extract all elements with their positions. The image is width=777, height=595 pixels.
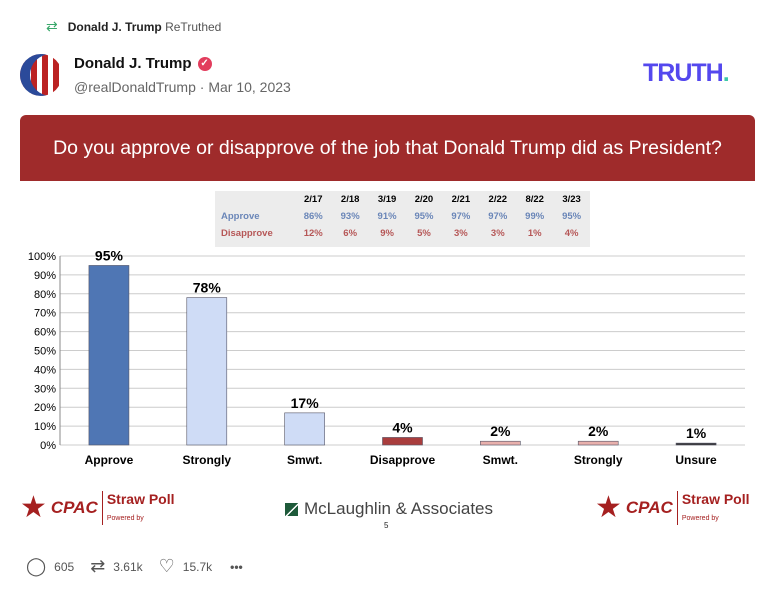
table-header: 2/20	[414, 194, 434, 205]
x-tick-label: Disapprove	[370, 453, 436, 467]
table-cell: 95%	[414, 211, 434, 222]
table-row: Disapprove 12% 6% 9% 5% 3% 3% 1% 4%	[215, 225, 590, 242]
bar	[577, 440, 619, 446]
x-tick-label: Smwt.	[287, 453, 322, 467]
table-cell: 12%	[303, 228, 323, 239]
y-tick-label: 10%	[34, 421, 56, 433]
cpac-logo: ★ CPAC Straw Poll Powered by	[595, 491, 750, 525]
y-tick-label: 20%	[34, 402, 56, 414]
y-tick-label: 60%	[34, 327, 56, 339]
post-meta: @realDonaldTrump · Mar 10, 2023	[74, 79, 291, 95]
data-label: 17%	[291, 395, 320, 411]
table-cell: 86%	[303, 211, 323, 222]
table-cell: 97%	[451, 211, 471, 222]
data-label: 2%	[588, 423, 609, 439]
data-label: 2%	[490, 423, 511, 439]
y-tick-label: 90%	[34, 270, 56, 282]
table-header: 3/19	[377, 194, 397, 205]
row-label: Disapprove	[221, 228, 273, 239]
logo-text: TRUTH	[643, 59, 724, 87]
table-cell: 9%	[380, 228, 394, 239]
post-date[interactable]: Mar 10, 2023	[208, 79, 291, 95]
retruth-label: ReTruthed	[165, 19, 222, 34]
table-header: 2/21	[451, 194, 471, 205]
x-tick-label: Smwt.	[483, 453, 518, 467]
mclaughlin-logo: McLaughlin & Associates	[285, 499, 493, 519]
reply-count: 605	[54, 559, 75, 574]
bar	[284, 412, 325, 446]
table-header: 3/23	[562, 194, 581, 205]
like-icon[interactable]: ♡	[158, 556, 175, 576]
logo-dot: .	[722, 59, 730, 87]
cpac-logo: ★ CPAC Straw Poll Powered by	[20, 491, 175, 525]
like-count: 15.7k	[182, 559, 213, 574]
bar	[186, 297, 228, 446]
table-cell: 95%	[562, 211, 582, 222]
avatar[interactable]	[20, 54, 62, 96]
table-cell: 99%	[525, 211, 545, 222]
retruth-count: 3.61k	[113, 559, 143, 574]
table-cell: 3%	[454, 228, 468, 239]
y-tick-label: 30%	[34, 383, 56, 395]
y-tick-label: 80%	[34, 289, 56, 301]
more-options-button[interactable]: •••	[230, 559, 243, 574]
table-cell: 6%	[343, 228, 358, 239]
retruth-user[interactable]: Donald J. Trump	[67, 19, 162, 34]
table-row: Approve 86% 93% 91% 95% 97% 97% 99% 95%	[215, 208, 590, 225]
retruth-line: ⇄ Donald J. Trump ReTruthed	[46, 18, 221, 35]
mclaughlin-icon	[285, 502, 298, 516]
retruth-icon[interactable]: ⇄	[90, 556, 106, 576]
truth-logo[interactable]: TRUTH.	[643, 59, 730, 88]
table-header-row: 2/17 2/18 3/19 2/20 2/21 2/22 8/22 3/23	[215, 191, 590, 208]
y-tick-label: 50%	[34, 346, 56, 358]
bar	[480, 440, 521, 446]
poll-question: Do you approve or disapprove of the job …	[20, 115, 755, 181]
x-tick-label: Unsure	[675, 453, 717, 467]
x-tick-label: Approve	[85, 453, 134, 467]
repost-icon: ⇄	[46, 18, 58, 34]
author-name[interactable]: Donald J. Trump	[74, 55, 192, 72]
trend-table: 2/17 2/18 3/19 2/20 2/21 2/22 8/22 3/23 Approve…	[215, 191, 590, 247]
page-number: 5	[384, 521, 389, 530]
data-label: 4%	[392, 419, 413, 435]
table-cell: 97%	[488, 211, 508, 222]
table-header: 8/22	[525, 194, 544, 205]
table-cell: 4%	[564, 228, 579, 239]
author-name-row: Donald J. Trump ✓	[74, 55, 212, 72]
reply-icon[interactable]: ◯	[26, 556, 47, 576]
x-tick-label: Strongly	[182, 453, 231, 467]
separator: ·	[199, 79, 205, 95]
data-label: 1%	[686, 425, 707, 441]
post-image[interactable]: Do you approve or disapprove of the job …	[20, 115, 755, 530]
x-tick-label: Strongly	[574, 453, 623, 467]
image-footer: ★ CPAC Straw Poll Powered by McLaughlin & A…	[20, 485, 755, 530]
table-cell: 3%	[490, 228, 505, 239]
bar-chart: 0% 10% 20% 30% 40% 50% 60% 70% 80% 90% 100% 95% Appr…	[28, 247, 745, 467]
y-tick-label: 70%	[34, 308, 56, 320]
verified-badge-icon: ✓	[197, 56, 212, 71]
mclaughlin-text: McLaughlin & Associates	[304, 499, 493, 518]
y-tick-label: 0%	[40, 440, 56, 452]
table-header: 2/17	[304, 194, 323, 205]
action-bar: ◯ 605 ⇄ 3.61k ♡ 15.7k •••	[26, 556, 243, 577]
table-cell: 91%	[377, 211, 397, 222]
y-tick-label: 100%	[28, 251, 56, 263]
bar	[675, 442, 717, 446]
bar	[88, 265, 130, 446]
bar	[382, 437, 423, 446]
table-cell: 1%	[527, 228, 542, 239]
table-cell: 93%	[340, 211, 360, 222]
row-label: Approve	[221, 211, 260, 222]
data-label: 78%	[193, 280, 222, 296]
y-tick-label: 40%	[34, 364, 56, 376]
author-handle[interactable]: @realDonaldTrump	[74, 79, 196, 95]
data-label: 95%	[95, 247, 124, 263]
table-header: 2/22	[488, 194, 508, 205]
table-header: 2/18	[340, 194, 360, 205]
table-cell: 5%	[417, 228, 431, 239]
